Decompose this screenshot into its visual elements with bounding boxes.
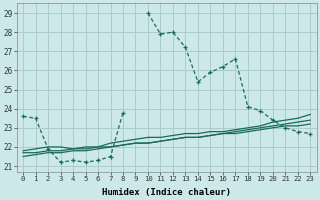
X-axis label: Humidex (Indice chaleur): Humidex (Indice chaleur) [102,188,231,197]
